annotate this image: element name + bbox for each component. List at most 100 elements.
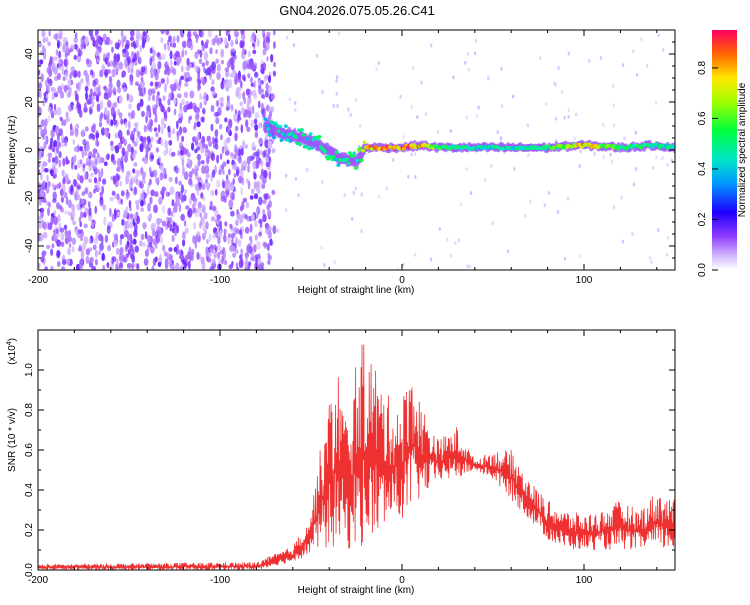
spectrogram-cell xyxy=(468,264,472,269)
spectrogram-cell xyxy=(185,205,190,210)
spectrogram-cell xyxy=(464,60,467,65)
spectrogram-cell xyxy=(262,150,266,158)
spectrogram-cell xyxy=(123,209,128,219)
spectrogram-cell xyxy=(345,157,349,162)
spectrogram-cell xyxy=(573,136,576,141)
spectrogram-cell xyxy=(206,135,211,142)
spectrogram-cell xyxy=(133,212,137,223)
spectrogram-cell xyxy=(59,188,64,197)
spectrogram-cell xyxy=(272,70,276,77)
spectrogram-cell xyxy=(211,91,216,96)
spectrogram-cell xyxy=(169,60,173,66)
spectrogram-cell xyxy=(182,231,186,241)
spectrogram-cell xyxy=(140,200,144,207)
spectrogram-y-tick-label: -40 xyxy=(24,238,35,253)
spectrogram-cell xyxy=(150,222,156,232)
spectrogram-cell xyxy=(111,190,116,196)
spectrogram-cell xyxy=(77,49,83,57)
spectrogram-cell xyxy=(612,123,616,128)
spectrogram-cell xyxy=(233,173,237,178)
spectrogram-cell xyxy=(160,37,164,44)
spectrogram-cell xyxy=(184,227,189,235)
spectrogram-cell xyxy=(105,56,108,65)
spectrogram-cell xyxy=(212,231,216,239)
spectrogram-cell xyxy=(73,54,77,61)
spectrogram-cell xyxy=(249,195,254,200)
spectrogram-cell xyxy=(194,183,200,191)
spectrogram-cell xyxy=(202,142,205,149)
spectrogram-cell xyxy=(399,94,402,99)
spectrogram-cell xyxy=(94,259,98,266)
spectrogram-cell xyxy=(124,43,130,50)
spectrogram-cell xyxy=(92,91,97,97)
spectrogram-cell xyxy=(64,210,69,215)
spectrogram-cell xyxy=(59,91,65,99)
spectrogram-y-tick-label: 40 xyxy=(24,48,35,60)
spectrogram-cell xyxy=(109,207,112,217)
spectrogram-cell xyxy=(612,84,615,89)
spectrogram-cell xyxy=(52,198,57,203)
spectrogram-cell xyxy=(210,123,214,132)
spectrogram-cell xyxy=(247,51,251,57)
spectrogram-cell xyxy=(272,225,277,235)
spectrogram-cell xyxy=(104,72,108,78)
spectrogram-cell xyxy=(74,127,79,138)
spectrogram-cell xyxy=(255,154,261,163)
spectrogram-cell xyxy=(174,176,178,185)
spectrogram-cell xyxy=(163,83,168,93)
spectrogram-cell xyxy=(226,159,230,165)
spectrogram-cell xyxy=(130,41,134,48)
spectrogram-cell xyxy=(205,145,209,154)
spectrogram-cell xyxy=(162,244,166,252)
spectrogram-cell xyxy=(38,262,41,269)
spectrogram-cell xyxy=(200,256,205,265)
spectrogram-cell xyxy=(172,35,176,43)
spectrogram-cell xyxy=(117,87,121,94)
spectrogram-cell xyxy=(85,255,90,264)
snr-y-tick-label: 0.8 xyxy=(24,403,35,417)
spectrogram-cell xyxy=(260,150,263,156)
spectrogram-cell xyxy=(48,202,52,208)
spectrogram-cell xyxy=(192,235,196,244)
spectrogram-cell xyxy=(191,168,195,175)
spectrogram-cell xyxy=(283,124,288,128)
spectrogram-cell xyxy=(116,53,121,63)
spectrogram-cell xyxy=(39,90,42,99)
spectrogram-cell xyxy=(217,235,221,245)
spectrogram-cell xyxy=(111,46,114,53)
spectrogram-cell xyxy=(238,229,242,236)
spectrogram-cell xyxy=(151,265,155,270)
spectrogram-cell xyxy=(73,146,78,153)
spectrogram-cell xyxy=(254,131,259,139)
spectrogram-cell xyxy=(174,228,178,237)
spectrogram-cell xyxy=(56,183,61,189)
spectrogram-cell xyxy=(38,162,41,168)
spectrogram-cell xyxy=(250,119,255,128)
spectrogram-cell xyxy=(68,86,72,96)
spectrogram-cell xyxy=(128,103,132,110)
spectrogram-cell xyxy=(359,123,362,128)
spectrogram-cell xyxy=(113,233,117,240)
spectrogram-cell xyxy=(204,44,209,49)
spectrogram-cell xyxy=(65,111,69,119)
spectrogram-cell xyxy=(43,161,48,167)
spectrogram-cell xyxy=(294,176,298,181)
spectrogram-cell xyxy=(575,112,578,117)
spectrogram-cell xyxy=(181,196,184,204)
spectrogram-cell xyxy=(556,210,560,214)
spectrogram-cell xyxy=(206,239,209,244)
spectrogram-cell xyxy=(53,56,59,61)
spectrogram-cell xyxy=(81,191,86,196)
spectrogram-cell xyxy=(171,235,175,242)
spectrogram-cell xyxy=(125,244,129,250)
spectrogram-cell xyxy=(45,265,48,270)
spectrogram-cell xyxy=(176,35,180,43)
spectrogram-cell xyxy=(234,125,239,132)
spectrogram-cell xyxy=(59,227,65,233)
spectrogram-cell xyxy=(71,246,75,253)
spectrogram-cell xyxy=(231,191,235,201)
spectrogram-cell xyxy=(227,136,231,144)
spectrogram-cell xyxy=(147,95,151,102)
spectrogram-cell xyxy=(354,97,358,102)
spectrogram-cell xyxy=(235,228,240,234)
